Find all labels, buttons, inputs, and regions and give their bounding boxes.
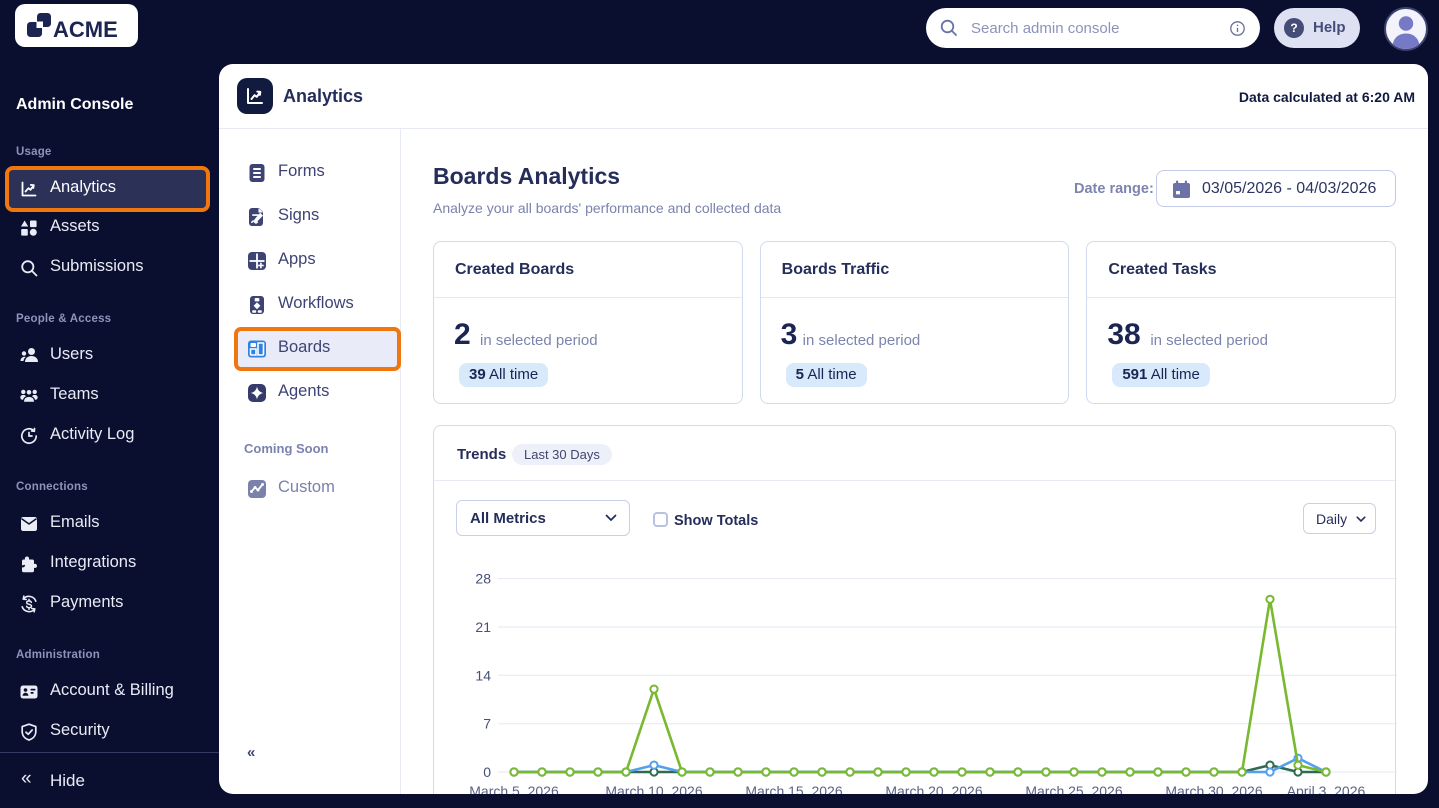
svg-text:14: 14 [475, 667, 491, 683]
svg-text:7: 7 [483, 716, 491, 732]
svg-text:March 30, 2026: March 30, 2026 [1165, 783, 1262, 794]
svg-text:March 25, 2026: March 25, 2026 [1025, 783, 1122, 794]
svg-text:21: 21 [475, 619, 491, 635]
svg-text:March 5, 2026: March 5, 2026 [469, 783, 559, 794]
svg-text:March 15, 2026: March 15, 2026 [745, 783, 842, 794]
svg-text:28: 28 [475, 571, 491, 587]
svg-text:April 3, 2026: April 3, 2026 [1287, 783, 1366, 794]
svg-text:March 10, 2026: March 10, 2026 [605, 783, 702, 794]
svg-text:March 20, 2026: March 20, 2026 [885, 783, 982, 794]
svg-text:0: 0 [483, 764, 491, 780]
